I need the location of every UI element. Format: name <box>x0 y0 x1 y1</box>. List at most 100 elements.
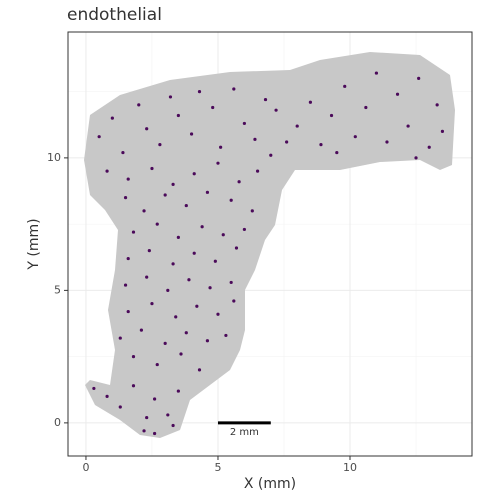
point <box>131 355 136 359</box>
point <box>189 132 194 136</box>
point <box>131 384 136 388</box>
point <box>139 328 144 332</box>
x-axis-title: X (mm) <box>244 476 296 492</box>
point <box>187 278 191 282</box>
point <box>118 336 122 340</box>
point <box>150 302 154 306</box>
point <box>295 124 299 128</box>
x-tick-label: 0 <box>82 461 89 474</box>
point <box>176 113 180 118</box>
point <box>197 368 202 372</box>
point <box>168 95 173 99</box>
point <box>184 331 188 335</box>
point <box>263 97 268 102</box>
point <box>155 222 159 226</box>
point <box>208 286 212 290</box>
point <box>150 166 154 171</box>
point <box>176 389 180 393</box>
x-tick-label: 10 <box>343 461 357 474</box>
point <box>353 135 357 139</box>
point <box>118 405 122 409</box>
point <box>179 352 183 356</box>
point <box>197 90 202 94</box>
scale-bar-label: 2 mm <box>230 427 259 438</box>
point <box>335 150 339 155</box>
point <box>110 116 114 120</box>
point <box>417 76 421 80</box>
point <box>192 172 196 176</box>
point <box>171 182 175 186</box>
point <box>395 92 400 96</box>
point <box>250 209 254 213</box>
point <box>126 177 130 181</box>
point <box>237 180 241 184</box>
point <box>184 203 188 208</box>
point <box>200 225 204 229</box>
point <box>166 413 170 417</box>
point <box>234 246 239 250</box>
point <box>163 193 167 197</box>
point <box>211 105 215 110</box>
point <box>253 137 257 141</box>
point <box>232 299 236 303</box>
point <box>195 304 199 308</box>
point <box>163 341 167 345</box>
point <box>232 87 236 91</box>
point <box>147 249 151 253</box>
point <box>145 275 149 279</box>
x-tick-label: 5 <box>214 461 221 474</box>
point <box>427 145 431 149</box>
point <box>105 394 109 398</box>
point <box>205 190 210 194</box>
point <box>343 84 347 88</box>
panel-border <box>67 31 473 457</box>
point <box>269 153 273 157</box>
point <box>205 339 210 343</box>
point <box>385 140 389 144</box>
point <box>155 362 159 367</box>
point <box>364 105 368 110</box>
point <box>440 129 445 133</box>
point <box>329 113 334 118</box>
point <box>174 315 178 319</box>
point <box>274 108 278 112</box>
point <box>92 386 96 391</box>
point <box>213 259 217 263</box>
point <box>166 288 170 292</box>
point <box>216 161 220 165</box>
point <box>242 121 246 126</box>
point <box>308 100 312 104</box>
point <box>153 397 157 401</box>
point <box>319 143 323 147</box>
point <box>414 156 418 160</box>
point <box>216 312 220 316</box>
point <box>406 124 410 128</box>
point <box>142 209 146 213</box>
y-axis-title: Y (mm) <box>26 218 42 270</box>
point <box>176 235 180 239</box>
point <box>123 283 128 287</box>
point <box>126 256 130 261</box>
point <box>221 233 225 237</box>
tissue <box>84 52 455 438</box>
chart-title: endothelial <box>67 5 162 25</box>
point <box>374 71 379 75</box>
point <box>158 143 162 147</box>
y-tick-label: 0 <box>54 416 61 429</box>
point <box>105 169 109 173</box>
point <box>192 251 196 255</box>
point <box>126 309 130 314</box>
point <box>229 198 233 202</box>
y-tick-label: 10 <box>47 151 61 164</box>
point <box>137 103 141 107</box>
point <box>229 280 233 285</box>
point <box>171 423 175 428</box>
point <box>153 431 157 436</box>
point <box>97 135 101 139</box>
point <box>171 262 175 266</box>
point <box>131 230 136 234</box>
point <box>255 169 260 173</box>
point <box>219 145 223 149</box>
point <box>145 415 149 420</box>
